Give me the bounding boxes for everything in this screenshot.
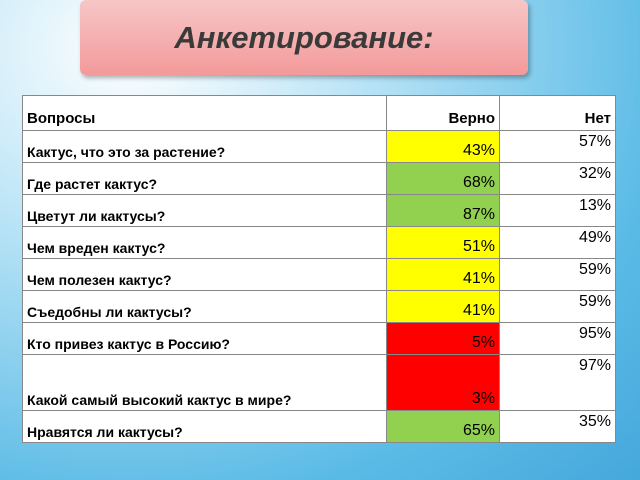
question-cell: Кактус, что это за растение? (22, 130, 387, 163)
question-cell: Кто привез кактус в Россию? (22, 322, 387, 355)
row: Съедобны ли кактусы? 41% 59% (22, 290, 616, 323)
yes-cell: 41% (386, 290, 500, 323)
header-row: Вопросы Верно Нет (22, 95, 616, 131)
yes-cell: 5% (386, 322, 500, 355)
no-cell: 97% (499, 354, 616, 411)
row: Цветут ли кактусы? 87% 13% (22, 194, 616, 227)
yes-cell: 41% (386, 258, 500, 291)
no-cell: 59% (499, 290, 616, 323)
no-cell: 59% (499, 258, 616, 291)
no-cell: 32% (499, 162, 616, 195)
question-cell: Где растет кактус? (22, 162, 387, 195)
no-cell: 49% (499, 226, 616, 259)
survey-table: Вопросы Верно Нет Кактус, что это за растен… (22, 95, 616, 443)
no-cell: 57% (499, 130, 616, 163)
row: Кактус, что это за растение? 43% 57% (22, 130, 616, 163)
header-cell: Верно (386, 95, 500, 131)
row: Какой самый высокий кактус в мире? 3% 97% (22, 354, 616, 411)
yes-cell: 3% (386, 354, 500, 411)
question-cell: Цветут ли кактусы? (22, 194, 387, 227)
question-cell: Съедобны ли кактусы? (22, 290, 387, 323)
yes-cell: 87% (386, 194, 500, 227)
no-cell: 35% (499, 410, 616, 443)
header-cell: Вопросы (22, 95, 387, 131)
header-cell: Нет (499, 95, 616, 131)
title: Анкетирование: (174, 19, 434, 55)
no-cell: 13% (499, 194, 616, 227)
row: Кто привез кактус в Россию? 5% 95% (22, 322, 616, 355)
question-cell: Какой самый высокий кактус в мире? (22, 354, 387, 411)
yes-cell: 51% (386, 226, 500, 259)
yes-cell: 43% (386, 130, 500, 163)
yes-cell: 68% (386, 162, 500, 195)
question-cell: Чем вреден кактус? (22, 226, 387, 259)
question-cell: Нравятся ли кактусы? (22, 410, 387, 443)
row: Чем полезен кактус? 41% 59% (22, 258, 616, 291)
row: Нравятся ли кактусы? 65% 35% (22, 410, 616, 443)
question-cell: Чем полезен кактус? (22, 258, 387, 291)
yes-cell: 65% (386, 410, 500, 443)
no-cell: 95% (499, 322, 616, 355)
row: Чем вреден кактус? 51% 49% (22, 226, 616, 259)
title-box: Анкетирование: (80, 0, 528, 75)
row: Где растет кактус? 68% 32% (22, 162, 616, 195)
